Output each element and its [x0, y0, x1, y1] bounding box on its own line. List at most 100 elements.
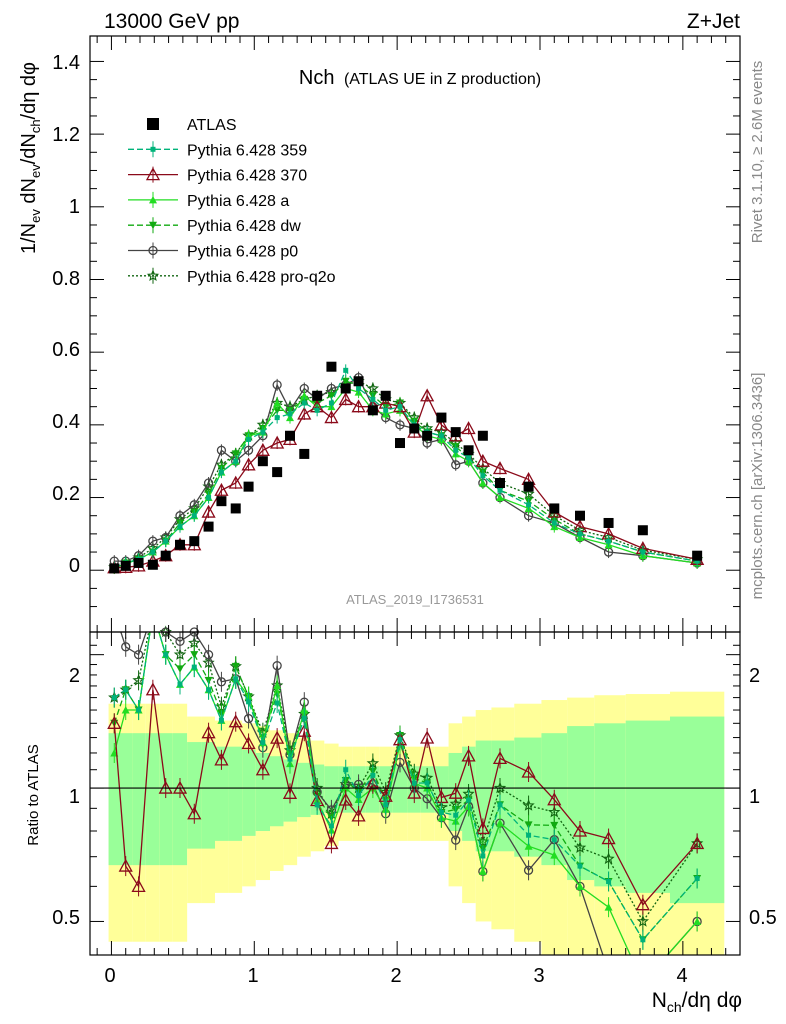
point-pythia-6-428-a [496, 493, 504, 502]
main-ytick-label: 0.8 [52, 268, 80, 290]
ratio-point-pythia-6-428-359 [274, 700, 280, 706]
ratio-point-pythia-6-428-359 [111, 695, 117, 701]
ratio-band-inner [324, 766, 339, 813]
main-ylabel: 1/Nev dNev/dNch/dη dφ [18, 62, 43, 254]
process-label: Z+Jet [687, 10, 740, 33]
ratio-point-pythia-6-428-370 [297, 723, 312, 737]
ratio-point-pythia-6-428-359 [260, 740, 266, 746]
point-atlas [436, 412, 447, 423]
ratio-point-pythia-6-428-359 [438, 809, 444, 815]
ratio-point-pythia-6-428-370 [635, 897, 650, 911]
ratio-band-inner [392, 766, 408, 813]
legend-label-pythia-6-428-dw: Pythia 6.428 dw [187, 218, 301, 235]
point-pythia-6-428-370 [201, 504, 216, 518]
ratio-point-pythia-6-428-359 [287, 756, 293, 762]
point-atlas [463, 445, 474, 456]
ratio-point-pythia-6-428-359 [301, 715, 307, 721]
ratio-frame [89, 631, 741, 956]
point-pythia-6-428-p0 [272, 380, 282, 390]
point-atlas [637, 525, 648, 536]
side-label-mcplots: mcplots.cern.ch [arXiv:1306.3436] [749, 373, 766, 600]
ratio-point-pythia-6-428-a [496, 819, 504, 827]
ratio-point-pythia-6-428-370 [255, 762, 270, 776]
point-atlas [575, 510, 585, 521]
point-atlas [120, 560, 131, 571]
ratio-band-inner [270, 756, 284, 827]
legend-marker-pythia-6-428-a [149, 195, 157, 204]
ratio-point-pythia-6-428-359 [497, 802, 503, 808]
ratio-point-pythia-6-428-359 [370, 772, 376, 778]
point-pythia-6-428-370 [492, 461, 508, 475]
ratio-band-inner [145, 733, 160, 866]
ratio-y-tick-labels: 0.5 1 2 0.5 1 2 [52, 665, 777, 929]
ratio-point-pythia-6-428-370 [351, 808, 366, 822]
ratio-point-pythia-6-428-p0 [216, 677, 227, 687]
ratio-point-pythia-6-428-pro-q2o [573, 841, 587, 854]
ratio-point-pythia-6-428-p0 [133, 650, 144, 660]
point-atlas [326, 361, 337, 372]
point-pythia-6-428-370 [255, 442, 270, 456]
point-atlas [109, 563, 120, 574]
point-pythia-6-428-p0 [451, 460, 461, 470]
ratio-point-pythia-6-428-a [121, 706, 130, 714]
ratio-point-pythia-6-428-a [524, 842, 533, 850]
xtick-label: 0 [104, 965, 115, 987]
ratio-point-pythia-6-428-370 [131, 879, 146, 893]
series-line-pythia-6-428-dw [114, 380, 698, 569]
point-pythia-6-428-a [273, 399, 282, 407]
ratio-band-inner [625, 720, 670, 893]
ratio-point-pythia-6-428-370 [420, 730, 435, 744]
ratio-band-inner [120, 733, 133, 866]
ratio-point-pythia-6-428-370 [407, 785, 422, 799]
ratio-ytick-label-right: 0.5 [749, 907, 777, 929]
ratio-point-pythia-6-428-370 [107, 715, 122, 729]
x-tick-labels: 0 1 2 3 4 [104, 965, 687, 987]
point-atlas [395, 438, 405, 449]
legend-marker-atlas [147, 118, 159, 130]
ratio-band-inner [255, 752, 270, 831]
ratio-band-inner [514, 737, 542, 857]
ratio-point-pythia-6-428-370 [521, 764, 536, 778]
point-pythia-6-428-370 [461, 421, 476, 435]
ratio-point-pythia-6-428-359 [424, 780, 430, 786]
xlabel: Nch/dη dφ [652, 989, 742, 1015]
point-atlas [477, 430, 488, 441]
point-pythia-6-428-359 [397, 404, 403, 410]
ratio-point-pythia-6-428-359 [640, 937, 646, 943]
ratio-point-pythia-6-428-370 [475, 821, 490, 835]
main-ytick-label: 1.4 [52, 52, 80, 74]
point-atlas [450, 427, 461, 438]
ratio-point-pythia-6-428-370 [187, 806, 202, 820]
ratio-point-pythia-6-428-370 [324, 836, 339, 850]
point-atlas [243, 481, 254, 492]
point-pythia-6-428-359 [480, 473, 486, 479]
ratio-point-pythia-6-428-dw [176, 665, 184, 673]
point-pythia-6-428-359 [383, 407, 389, 413]
plot-title-sub: (ATLAS UE in Z production) [344, 71, 541, 88]
point-pythia-6-428-359 [640, 549, 646, 555]
ratio-band-inner [132, 733, 146, 866]
ratio-point-pythia-6-428-pro-q2o [493, 781, 507, 794]
ratio-point-pythia-6-428-p0 [121, 642, 131, 652]
ratio-point-pythia-6-428-p0 [203, 650, 214, 660]
point-pythia-6-428-359 [177, 524, 183, 530]
point-pythia-6-428-359 [150, 549, 156, 555]
xtick-label: 1 [247, 965, 258, 987]
point-atlas [380, 390, 391, 401]
ratio-point-pythia-6-428-370 [690, 836, 705, 850]
legend-label-pythia-6-428-p0: Pythia 6.428 p0 [187, 244, 298, 261]
ratio-point-pythia-6-428-370 [228, 714, 243, 728]
xtick-label: 3 [533, 965, 544, 987]
point-pythia-6-428-359 [260, 429, 266, 435]
ratio-band-inner [228, 746, 243, 841]
main-ylabel-p0: 1/N [18, 223, 40, 254]
legend-marker-pythia-6-428-370 [145, 167, 161, 181]
axes-frames [89, 35, 741, 956]
point-atlas [603, 517, 614, 528]
ratio-point-pythia-6-428-dw [190, 651, 199, 659]
point-pythia-6-428-359 [438, 433, 444, 439]
point-atlas [495, 478, 505, 488]
point-pythia-6-428-359 [218, 469, 224, 475]
ratio-point-pythia-6-428-370 [214, 752, 229, 766]
point-pythia-6-428-359 [287, 411, 293, 417]
